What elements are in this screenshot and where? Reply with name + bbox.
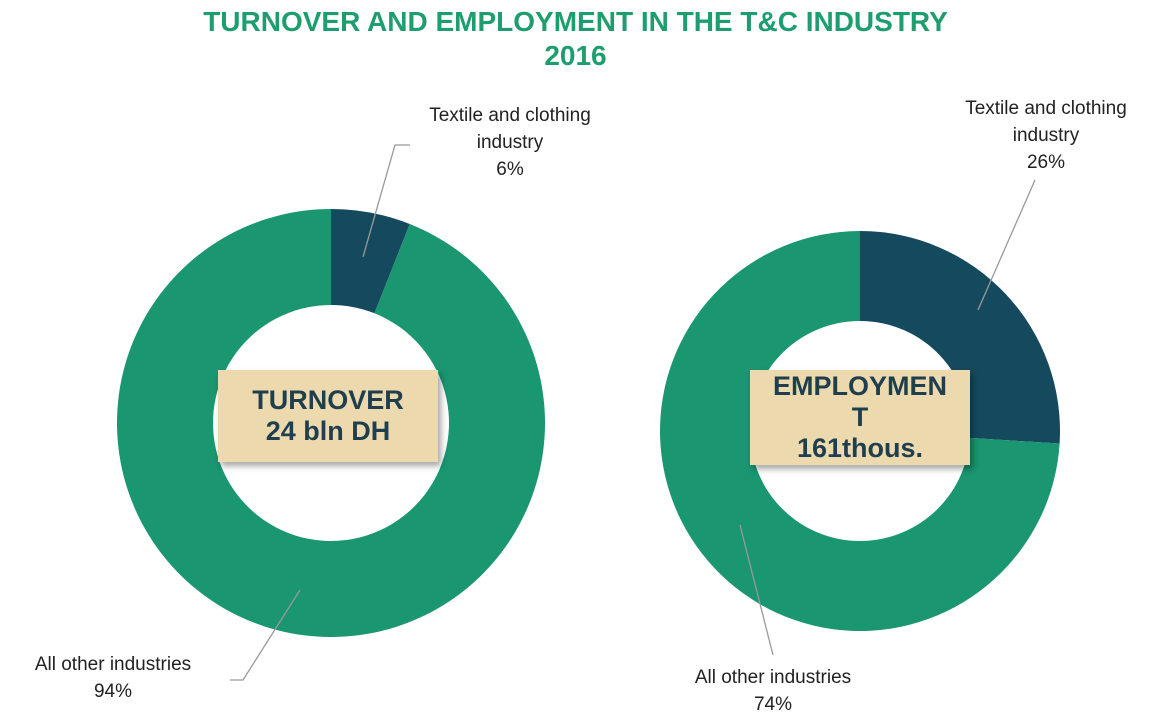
category-label: All other industries [694, 667, 852, 688]
center-label-box: EMPLOYMEN T 161thous. [750, 370, 970, 465]
chart-title: TURNOVER AND EMPLOYMENT IN THE T&C INDUS… [203, 6, 948, 37]
leader-line [362, 144, 410, 258]
center-label: EMPLOYMEN [772, 371, 947, 401]
slice-label: All other industries 74% [653, 664, 893, 715]
leader-line [739, 524, 774, 656]
value-label: 74% [753, 694, 793, 715]
category-label: Textile and clothing industry [965, 98, 1127, 146]
slice-label: Textile and clothing industry 26% [961, 95, 1131, 176]
slice-label: Textile and clothing industry 6% [425, 102, 595, 183]
value-label: 6% [496, 159, 524, 180]
value-label: 94% [93, 681, 133, 702]
donut-slice [860, 231, 1060, 444]
donut-slice [331, 209, 410, 314]
chart-title: 2016 [544, 40, 607, 71]
slice-label: All other industries 94% [0, 651, 233, 705]
donut-slice [659, 231, 1060, 632]
category-label: Textile and clothing industry [429, 105, 591, 153]
category-label: All other industries [34, 654, 192, 675]
center-label: T [851, 402, 869, 432]
value-label: 26% [1026, 152, 1066, 173]
center-label: TURNOVER [252, 385, 404, 415]
center-label-box: TURNOVER 24 bln DH [218, 370, 438, 462]
leader-line [977, 179, 1036, 311]
donut-slice [116, 208, 545, 637]
center-label: 24 bln DH [265, 416, 391, 446]
leader-line [230, 589, 301, 681]
center-label: 161thous. [796, 433, 924, 463]
